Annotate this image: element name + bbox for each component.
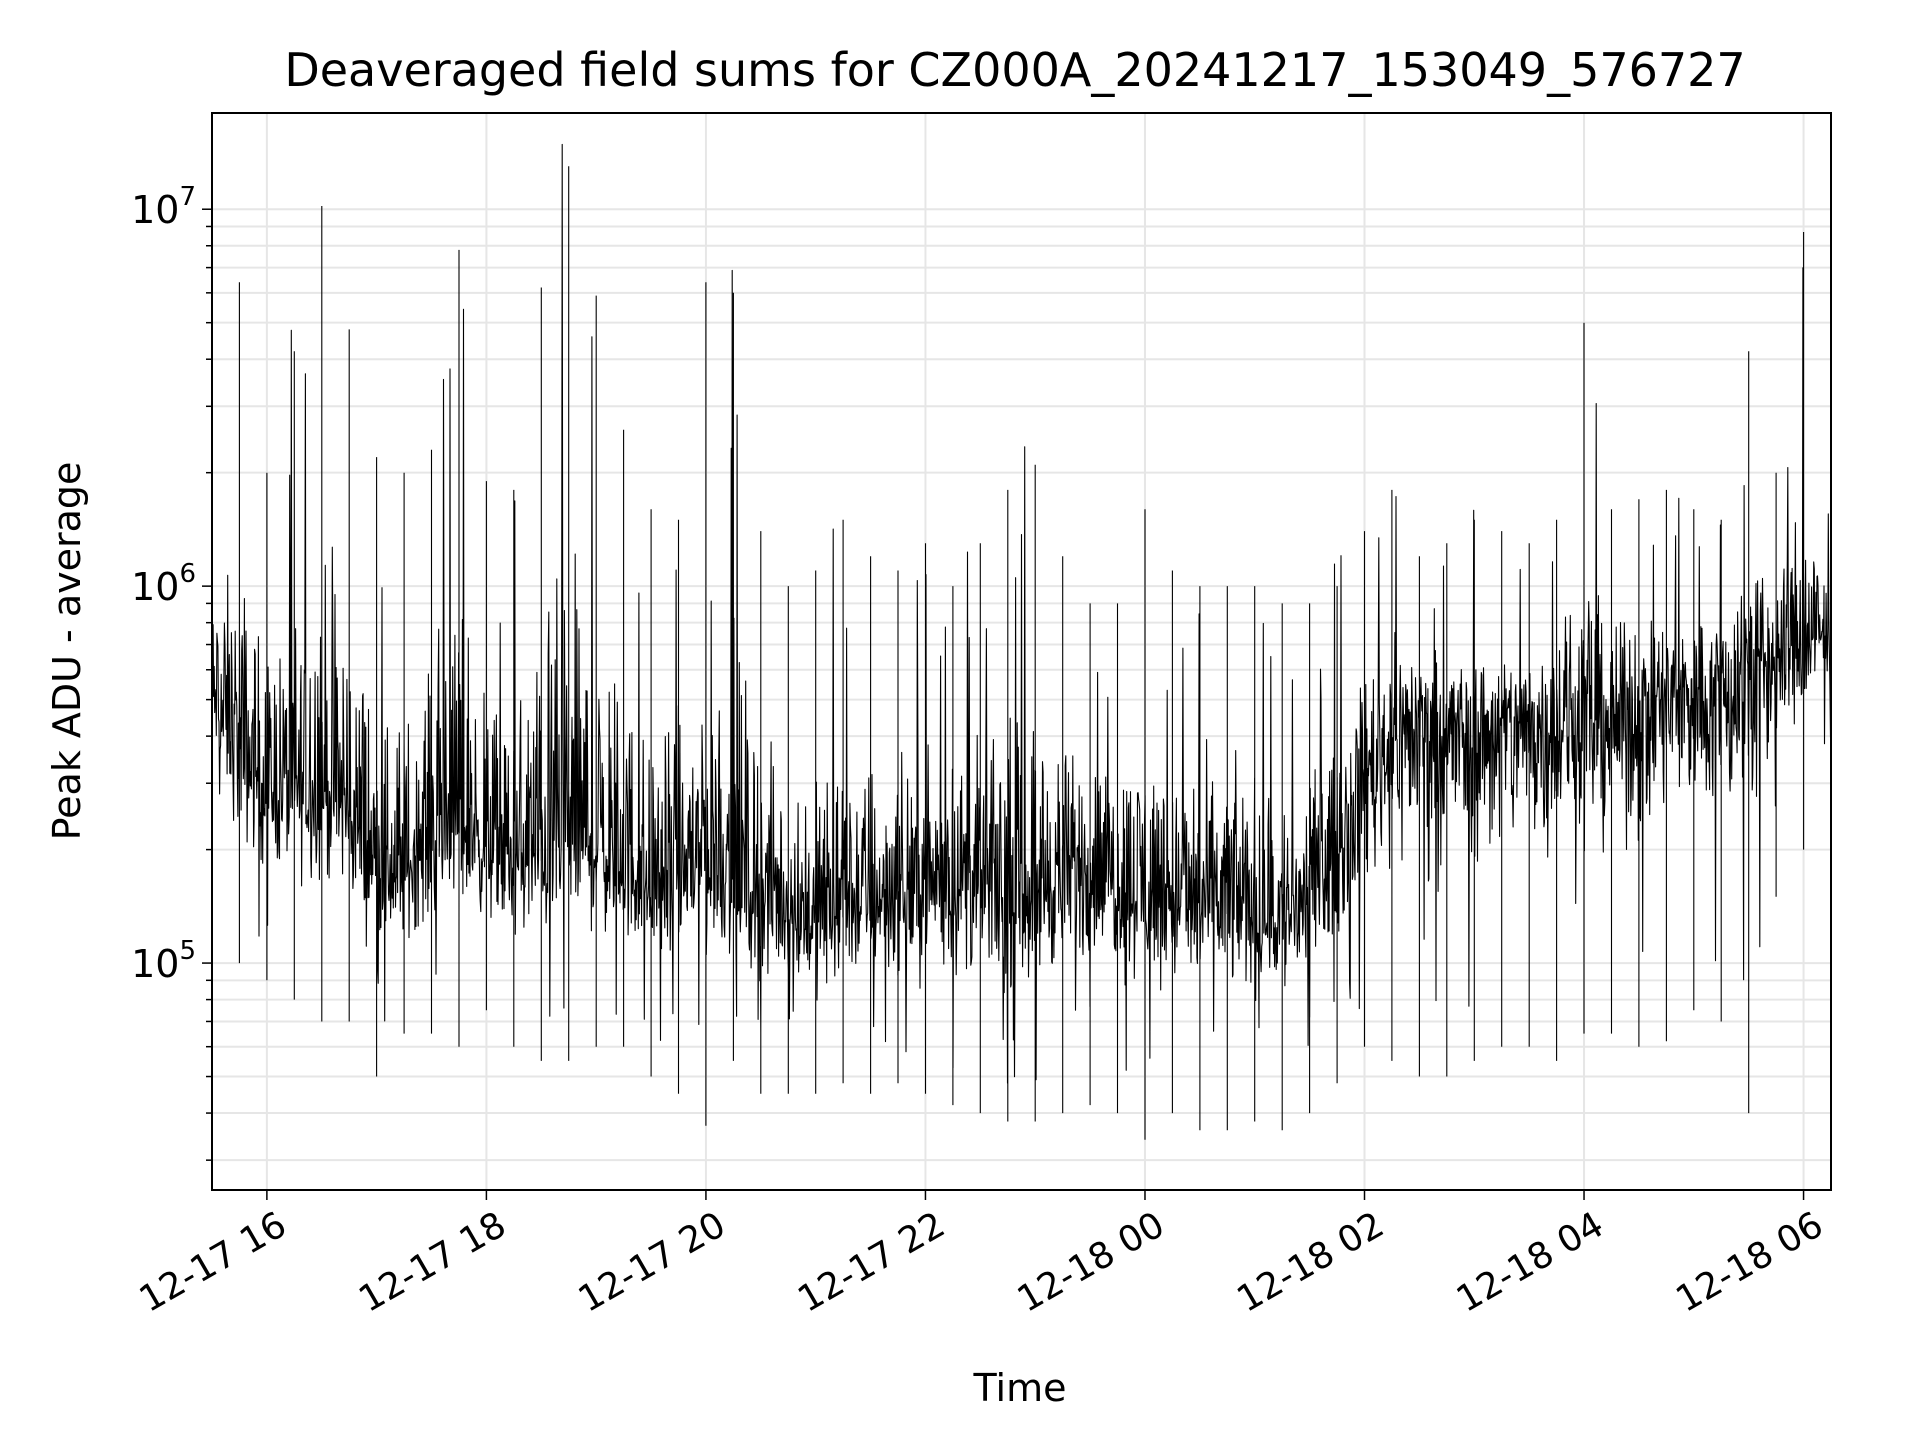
y-tick-base: 10 (131, 565, 179, 609)
y-tick-label: 105 (131, 936, 196, 986)
series-line (212, 143, 1831, 1140)
x-axis-label: Time (973, 1366, 1067, 1410)
y-tick-base: 10 (131, 188, 179, 232)
y-tick-exponent: 5 (179, 936, 196, 966)
plot-area-frame (211, 112, 1832, 1191)
y-tick-exponent: 6 (179, 559, 196, 589)
series-layer (212, 143, 1831, 1140)
y-tick-label: 106 (131, 559, 196, 609)
chart-title: Deaveraged field sums for CZ000A_2024121… (284, 43, 1745, 97)
y-tick-base: 10 (131, 942, 179, 986)
y-tick-label: 107 (131, 182, 196, 232)
y-tick-exponent: 7 (179, 182, 196, 212)
y-axis-label: Peak ADU - average (45, 462, 89, 841)
